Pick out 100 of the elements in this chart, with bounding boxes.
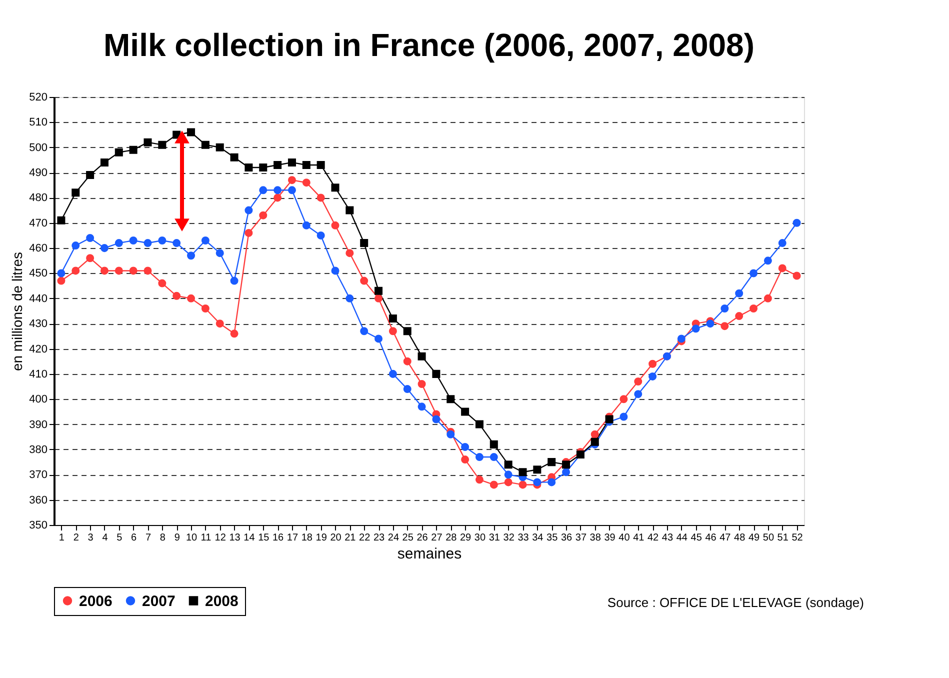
point xyxy=(620,412,628,421)
x-tick-label: 31 xyxy=(488,532,500,544)
legend-label: 2006 xyxy=(79,592,112,610)
point xyxy=(490,440,498,448)
point xyxy=(331,266,340,275)
x-tick-label: 19 xyxy=(316,532,328,544)
point xyxy=(562,468,570,476)
x-tick-label: 15 xyxy=(258,532,270,544)
point xyxy=(57,216,66,224)
point xyxy=(475,420,484,428)
point xyxy=(518,468,527,476)
point xyxy=(230,330,238,338)
y-tick-label: 360 xyxy=(29,494,48,506)
point xyxy=(620,395,628,404)
y-tick-label: 450 xyxy=(29,268,48,280)
x-tick-label: 13 xyxy=(229,532,241,544)
point xyxy=(158,279,166,288)
point xyxy=(172,292,181,300)
x-tick-label: 43 xyxy=(662,532,674,544)
point xyxy=(288,186,296,194)
point xyxy=(418,380,426,388)
x-tick-label: 14 xyxy=(244,532,256,544)
point xyxy=(418,352,426,360)
x-tick-label: 18 xyxy=(301,532,313,544)
point xyxy=(302,221,310,230)
x-tick-label: 27 xyxy=(431,532,443,544)
point xyxy=(346,206,354,214)
point xyxy=(418,402,426,411)
point xyxy=(57,276,66,285)
point xyxy=(259,186,268,194)
point xyxy=(590,438,599,446)
point xyxy=(432,370,440,378)
point xyxy=(562,460,570,469)
point xyxy=(533,466,542,474)
point xyxy=(158,140,166,149)
point xyxy=(129,266,138,275)
x-tick-label: 25 xyxy=(402,532,414,544)
point xyxy=(548,478,556,486)
point xyxy=(490,453,498,462)
x-tick-label: 23 xyxy=(373,532,386,544)
point xyxy=(331,221,340,230)
x-tick-label: 11 xyxy=(200,532,212,544)
legend-label: 2007 xyxy=(142,592,176,610)
point xyxy=(735,289,744,298)
point xyxy=(144,138,152,146)
x-tick-label: 28 xyxy=(446,532,458,544)
source-note: Source : OFFICE DE L'ELEVAGE (sondage) xyxy=(607,595,864,610)
point xyxy=(388,327,397,336)
y-tick-label: 400 xyxy=(29,394,48,406)
point xyxy=(518,480,527,489)
point xyxy=(792,272,801,280)
point xyxy=(100,266,108,275)
point xyxy=(750,269,758,278)
point xyxy=(144,266,152,275)
point xyxy=(461,442,470,451)
point xyxy=(230,276,238,285)
point xyxy=(360,327,368,336)
y-tick-label: 380 xyxy=(29,444,48,456)
point xyxy=(374,286,383,295)
x-tick-label: 9 xyxy=(174,532,180,544)
x-tick-label: 6 xyxy=(131,532,138,544)
x-tick-label: 42 xyxy=(647,532,660,544)
point xyxy=(216,320,224,328)
point xyxy=(274,160,282,169)
point xyxy=(201,140,210,149)
point xyxy=(634,390,642,398)
point xyxy=(778,264,786,272)
legend-label: 2008 xyxy=(205,592,238,610)
point xyxy=(475,453,484,462)
x-tick-label: 8 xyxy=(160,532,166,544)
point xyxy=(764,256,772,265)
point xyxy=(316,231,325,240)
point xyxy=(548,458,556,466)
x-axis-title: semaines xyxy=(397,546,462,562)
point xyxy=(216,249,224,258)
point xyxy=(72,188,80,197)
point xyxy=(57,269,66,278)
y-tick-label: 510 xyxy=(29,116,48,129)
x-tick-label: 49 xyxy=(748,532,760,544)
x-tick-label: 16 xyxy=(272,532,284,544)
point xyxy=(461,408,470,416)
point xyxy=(692,324,700,333)
point xyxy=(230,153,238,162)
point xyxy=(72,266,80,275)
point xyxy=(634,377,642,386)
point xyxy=(388,370,397,378)
point xyxy=(316,194,325,202)
x-tick-label: 39 xyxy=(604,532,616,544)
point xyxy=(288,158,296,166)
point xyxy=(605,415,614,424)
point xyxy=(778,239,786,248)
point xyxy=(114,239,123,248)
point xyxy=(187,294,196,302)
point xyxy=(706,320,714,328)
x-tick-label: 37 xyxy=(575,532,587,544)
point xyxy=(750,304,758,312)
y-tick-label: 480 xyxy=(29,192,48,204)
x-tick-label: 45 xyxy=(690,532,702,544)
point xyxy=(172,239,181,248)
point xyxy=(346,249,354,258)
